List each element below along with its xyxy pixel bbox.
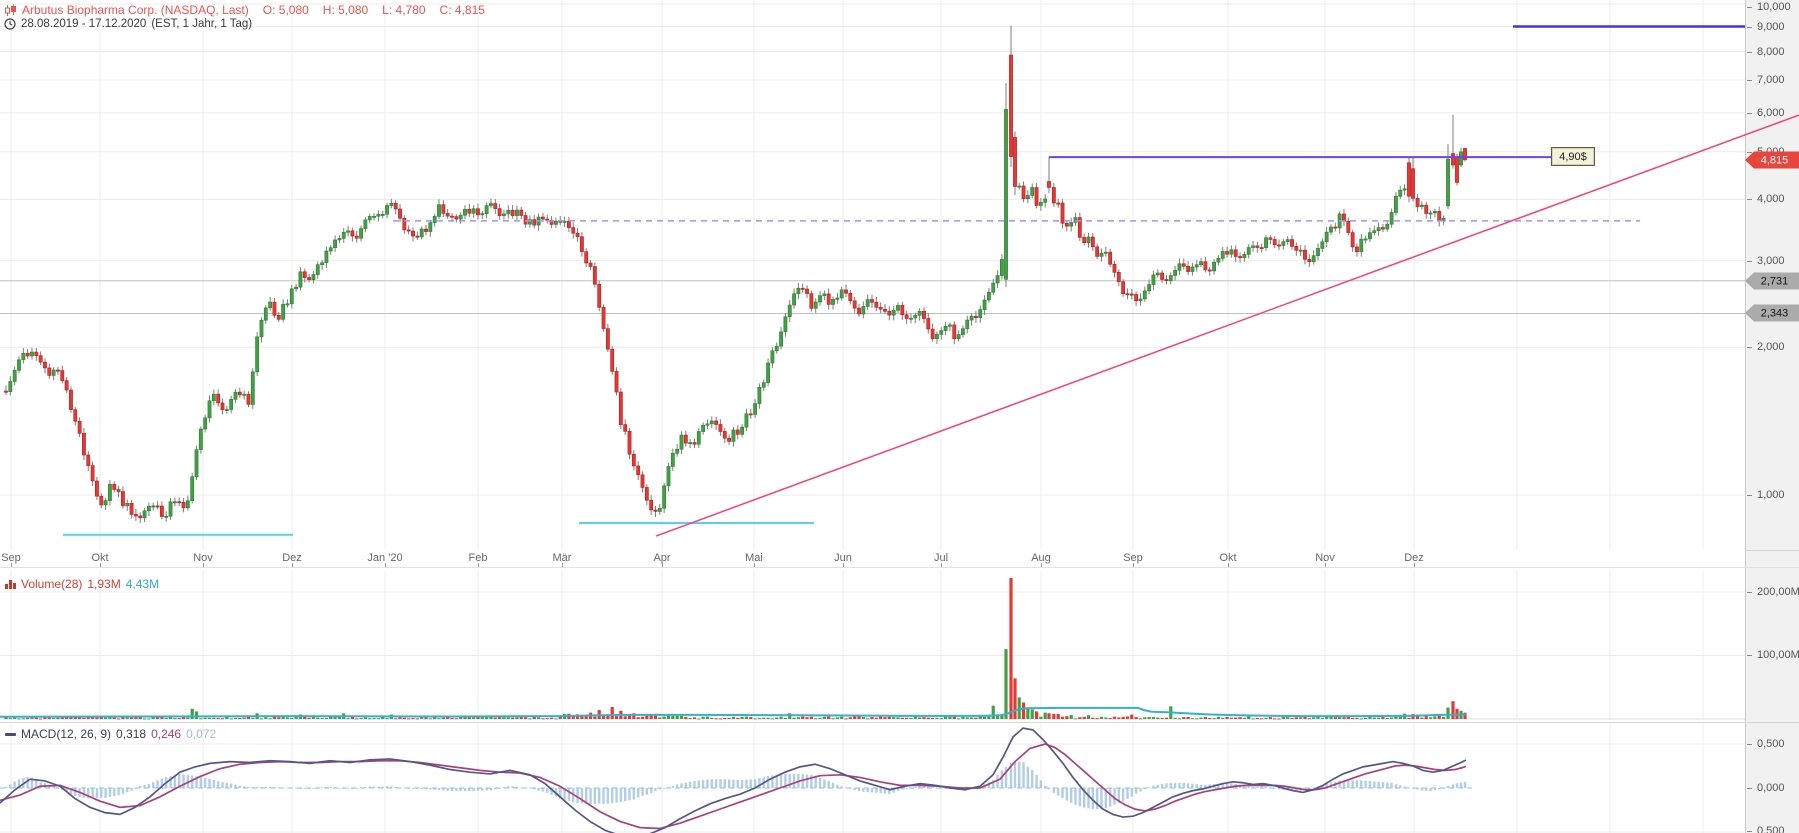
x-axis-label: Dez — [282, 552, 302, 564]
y-axis-tick — [1747, 52, 1752, 53]
macd-legend[interactable]: MACD(12, 26, 9) 0,318 0,246 0,072 — [5, 727, 216, 741]
pane-separator-macd — [0, 722, 1799, 723]
x-axis-label: Dez — [1404, 552, 1424, 564]
y-axis-label: 200,00M — [1757, 586, 1799, 598]
x-axis-label: Jan '20 — [367, 552, 403, 564]
x-axis-tick — [562, 563, 563, 567]
y-axis-tick — [1747, 347, 1752, 348]
volume-indicator-name: Volume(28) — [21, 577, 83, 591]
level-price-tag: 2,731 — [1745, 272, 1799, 290]
date-range: 28.08.2019 - 17.12.2020 — [21, 18, 147, 30]
x-axis-tick — [1133, 563, 1134, 567]
x-axis-label: Feb — [468, 552, 488, 564]
y-axis-tick — [1747, 495, 1752, 496]
x-axis-label: Mai — [745, 552, 763, 564]
ohlc-low: L: 4,780 — [382, 3, 426, 17]
x-axis-label: Mär — [552, 552, 572, 564]
level-price-tag: 2,343 — [1745, 304, 1799, 322]
x-axis-tick — [292, 563, 293, 567]
y-axis-label: 0,000 — [1757, 782, 1785, 794]
x-axis-tick — [843, 563, 844, 567]
timeframe: (EST, 1 Jahr, 1 Tag) — [151, 18, 253, 30]
price-axis-column[interactable] — [1745, 0, 1799, 833]
volume-pane[interactable] — [0, 566, 1799, 722]
x-axis-label: Nov — [1315, 552, 1335, 564]
y-axis-tick — [1747, 199, 1752, 200]
x-axis-label: Apr — [653, 552, 671, 564]
volume-legend[interactable]: Volume(28) 1,93M 4,43M — [5, 577, 159, 591]
price-pane[interactable] — [0, 0, 1799, 550]
x-axis-label: Okt — [1219, 552, 1237, 564]
time-axis[interactable]: Sep Okt Nov Dez Jan '20 Feb Mär Apr Mai Jun Jul Aug… — [0, 550, 1745, 567]
macd-icon — [5, 732, 16, 736]
x-axis-tick — [385, 563, 386, 567]
volume-ma-value: 4,43M — [125, 577, 160, 591]
pane-separator-xaxis — [0, 567, 1799, 568]
clock-icon — [4, 18, 16, 30]
y-axis-tick — [1747, 744, 1752, 745]
x-axis-tick — [1325, 563, 1326, 567]
y-axis-label: 6,000 — [1757, 107, 1785, 119]
macd-indicator-name: MACD(12, 26, 9) — [21, 727, 112, 741]
x-axis-label: Aug — [1031, 552, 1051, 564]
x-axis-tick — [1414, 563, 1415, 567]
macd-value: 0,318 — [116, 727, 147, 741]
y-axis-label: 3,000 — [1757, 255, 1785, 267]
macd-pane[interactable] — [0, 700, 1799, 833]
x-axis-tick — [1041, 563, 1042, 567]
y-axis-label: 0,500 — [1757, 825, 1785, 833]
y-axis-tick — [1747, 592, 1752, 593]
instrument-title: Arbutus Biopharma Corp. (NASDAQ, Last) — [22, 3, 249, 17]
ohlc-high: H: 5,080 — [322, 3, 369, 17]
axis-border — [1745, 0, 1746, 833]
y-axis-tick — [1747, 261, 1752, 262]
x-axis-tick — [100, 563, 101, 567]
x-axis-tick — [754, 563, 755, 567]
y-axis-label: 4,000 — [1757, 193, 1785, 205]
instrument-legend[interactable]: Arbutus Biopharma Corp. (NASDAQ, Last) O… — [4, 3, 485, 17]
x-axis-tick — [941, 563, 942, 567]
x-axis-label: Okt — [91, 552, 109, 564]
price-level-label[interactable]: 4,90$ — [1551, 147, 1595, 166]
last-price-tag: 4,815 — [1745, 151, 1799, 169]
ohlc-close: C: 4,815 — [439, 3, 485, 17]
volume-value: 1,93M — [87, 577, 121, 591]
macd-histogram-value: 0,072 — [186, 727, 217, 741]
y-axis-label: 10,000 — [1757, 1, 1791, 13]
y-axis-tick — [1747, 655, 1752, 656]
y-axis-tick — [1747, 788, 1752, 789]
x-axis-label: Sep — [1123, 552, 1143, 564]
y-axis-tick — [1747, 152, 1752, 153]
y-axis-label: 9,000 — [1757, 21, 1785, 33]
x-axis-tick — [478, 563, 479, 567]
macd-signal-value: 0,246 — [151, 727, 182, 741]
y-axis-label: 2,000 — [1757, 341, 1785, 353]
date-range-legend: 28.08.2019 - 17.12.2020 (EST, 1 Jahr, 1 … — [4, 18, 252, 30]
candlestick-icon — [5, 4, 16, 16]
y-axis-tick — [1747, 27, 1752, 28]
x-axis-label: Jun — [834, 552, 852, 564]
x-axis-tick — [662, 563, 663, 567]
x-axis-tick — [11, 563, 12, 567]
y-axis-tick — [1747, 831, 1752, 832]
ohlc-open: O: 5,080 — [262, 3, 309, 17]
x-axis-label: Nov — [193, 552, 213, 564]
x-axis-label: Sep — [1, 552, 21, 564]
y-axis-tick — [1747, 113, 1752, 114]
x-axis-tick — [1228, 563, 1229, 567]
y-axis-tick — [1747, 7, 1752, 8]
y-axis-label: 1,000 — [1757, 489, 1785, 501]
y-axis-tick — [1747, 80, 1752, 81]
y-axis-label: 8,000 — [1757, 46, 1785, 58]
x-axis-label: Jul — [933, 552, 949, 564]
y-axis-label: 7,000 — [1757, 74, 1785, 86]
x-axis-tick — [203, 563, 204, 567]
y-axis-label: 100,00M — [1757, 649, 1799, 661]
volume-icon — [5, 579, 16, 589]
y-axis-label: 0,500 — [1757, 738, 1785, 750]
